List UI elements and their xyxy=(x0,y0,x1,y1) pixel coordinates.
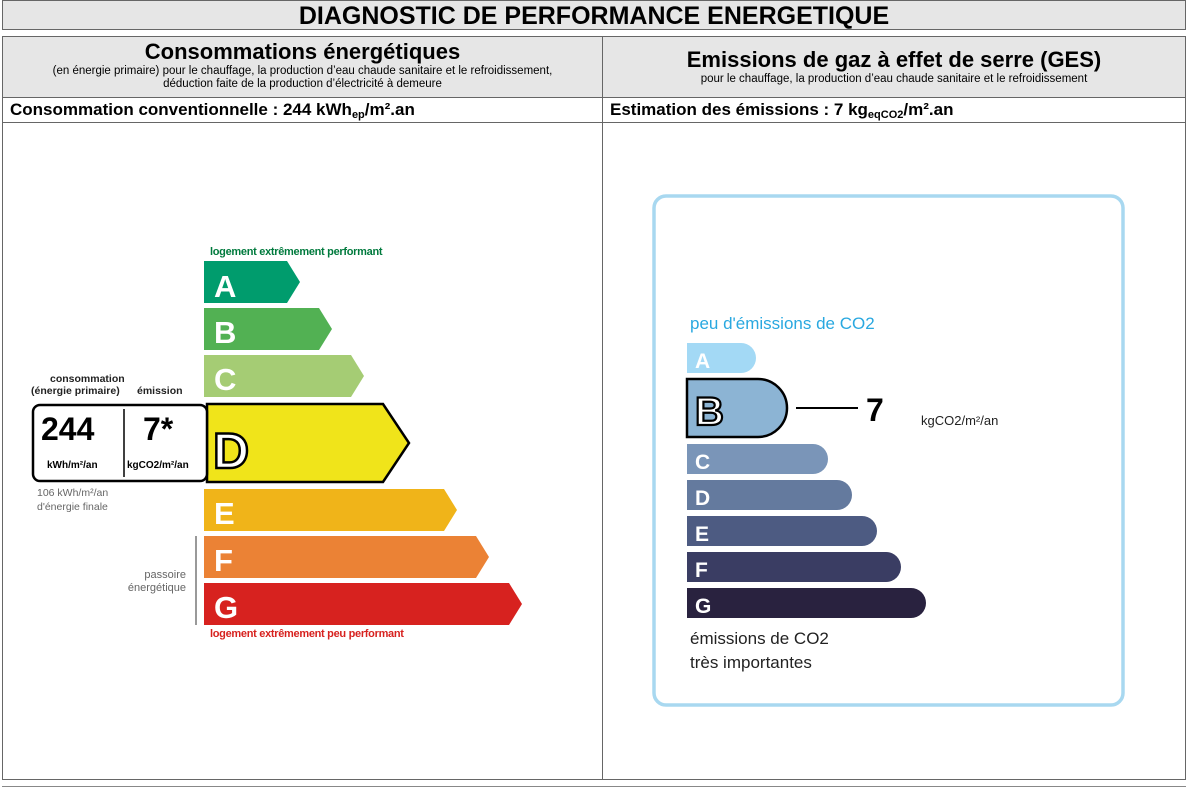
ghg-letter-a: A xyxy=(695,350,710,373)
page-bottom-rule xyxy=(2,786,1186,787)
ghg-bottom-label-2: très importantes xyxy=(690,653,812,672)
consumption-unit: kWh/m²/an xyxy=(47,460,98,471)
ghg-frame xyxy=(652,194,1125,707)
energy-arrow-b xyxy=(204,308,332,350)
energy-arrow-a xyxy=(204,261,300,303)
ghg-value: 7 xyxy=(866,392,884,428)
energy-arrow-e xyxy=(204,489,457,531)
ghg-letter-c: C xyxy=(695,451,710,474)
ghg-letter-b: B xyxy=(695,390,724,434)
final-energy-label: d'énergie finale xyxy=(37,501,108,513)
energy-arrow-g xyxy=(204,583,522,625)
emissions-estimate-unit: /m².an xyxy=(903,100,954,119)
final-energy-value: 106 kWh/m²/an xyxy=(37,487,108,499)
emission-unit: kgCO2/m²/an xyxy=(127,460,189,471)
ghg-top-label: peu d'émissions de CO2 xyxy=(690,314,875,333)
energy-scale-chart: logement extrêmement performant A B C D … xyxy=(31,246,522,640)
emissions-estimate-sub: eqCO2 xyxy=(867,109,904,121)
emissions-estimate: Estimation des émissions : 7 kgeqCO2/m².… xyxy=(603,97,1185,123)
ghg-bar-c xyxy=(687,444,828,474)
energy-subheading: (en énergie primaire) pour le chauffage,… xyxy=(52,65,553,90)
ghg-bar-e xyxy=(687,516,877,546)
ghg-emissions-panel: Emissions de gaz à effet de serre (GES) … xyxy=(602,36,1186,780)
ghg-bar-a xyxy=(687,343,756,373)
consumption-value: 244 xyxy=(41,411,95,447)
consumption-emission-box xyxy=(31,403,209,483)
energy-letter-e: E xyxy=(214,496,235,531)
energy-heading: Consommations énergétiques xyxy=(144,39,461,64)
ghg-bottom-label-1: émissions de CO2 xyxy=(690,629,829,648)
energy-letter-c: C xyxy=(214,362,236,397)
energy-top-label: logement extrêmement performant xyxy=(210,246,383,258)
conventional-consumption-sub: ep xyxy=(351,109,365,121)
ghg-letter-d: D xyxy=(695,487,710,510)
energy-letter-g: G xyxy=(214,590,238,625)
energy-arrow-c xyxy=(204,355,364,397)
conventional-consumption-unit: /m².an xyxy=(364,100,415,119)
passoire-label-1: passoire xyxy=(144,569,186,581)
conventional-consumption-label: Consommation conventionnelle : 244 kWh xyxy=(10,100,352,119)
energy-bottom-label: logement extrêmement peu performant xyxy=(210,628,404,640)
energy-letter-b: B xyxy=(214,315,236,350)
ghg-subheading: pour le chauffage, la production d’eau c… xyxy=(700,73,1088,85)
energy-letter-f: F xyxy=(214,543,233,578)
ghg-letter-f: F xyxy=(695,559,708,582)
emissions-estimate-label: Estimation des émissions : 7 kg xyxy=(610,100,868,119)
emission-value: 7* xyxy=(143,411,174,447)
ghg-bar-g xyxy=(687,588,926,618)
ghg-bar-f xyxy=(687,552,901,582)
energy-arrow-f xyxy=(204,536,489,578)
side-emission-label: émission xyxy=(137,385,183,397)
energy-letter-a: A xyxy=(214,269,236,304)
ghg-heading: Emissions de gaz à effet de serre (GES) xyxy=(686,47,1102,72)
side-consumption-label-1: consommation xyxy=(50,373,125,385)
side-consumption-label-2: (énergie primaire) xyxy=(31,385,120,397)
conventional-consumption: Consommation conventionnelle : 244 kWhep… xyxy=(3,97,602,123)
energy-panel-header: Consommations énergétiques (en énergie p… xyxy=(3,37,602,98)
energy-letter-d: D xyxy=(213,423,249,479)
ghg-bar-b xyxy=(685,377,789,439)
ghg-letter-g: G xyxy=(695,595,711,618)
ghg-panel-header: Emissions de gaz à effet de serre (GES) … xyxy=(603,37,1185,98)
page-title: DIAGNOSTIC DE PERFORMANCE ENERGETIQUE xyxy=(2,0,1186,30)
ghg-bar-d xyxy=(687,480,852,510)
energy-consumption-panel: Consommations énergétiques (en énergie p… xyxy=(2,36,603,780)
ghg-scale-chart: peu d'émissions de CO2 A B 7 kgCO2/m²/an… xyxy=(652,194,1125,707)
passoire-label-2: énergétique xyxy=(128,582,186,594)
ghg-value-unit: kgCO2/m²/an xyxy=(921,413,998,428)
ghg-letter-e: E xyxy=(695,523,709,546)
